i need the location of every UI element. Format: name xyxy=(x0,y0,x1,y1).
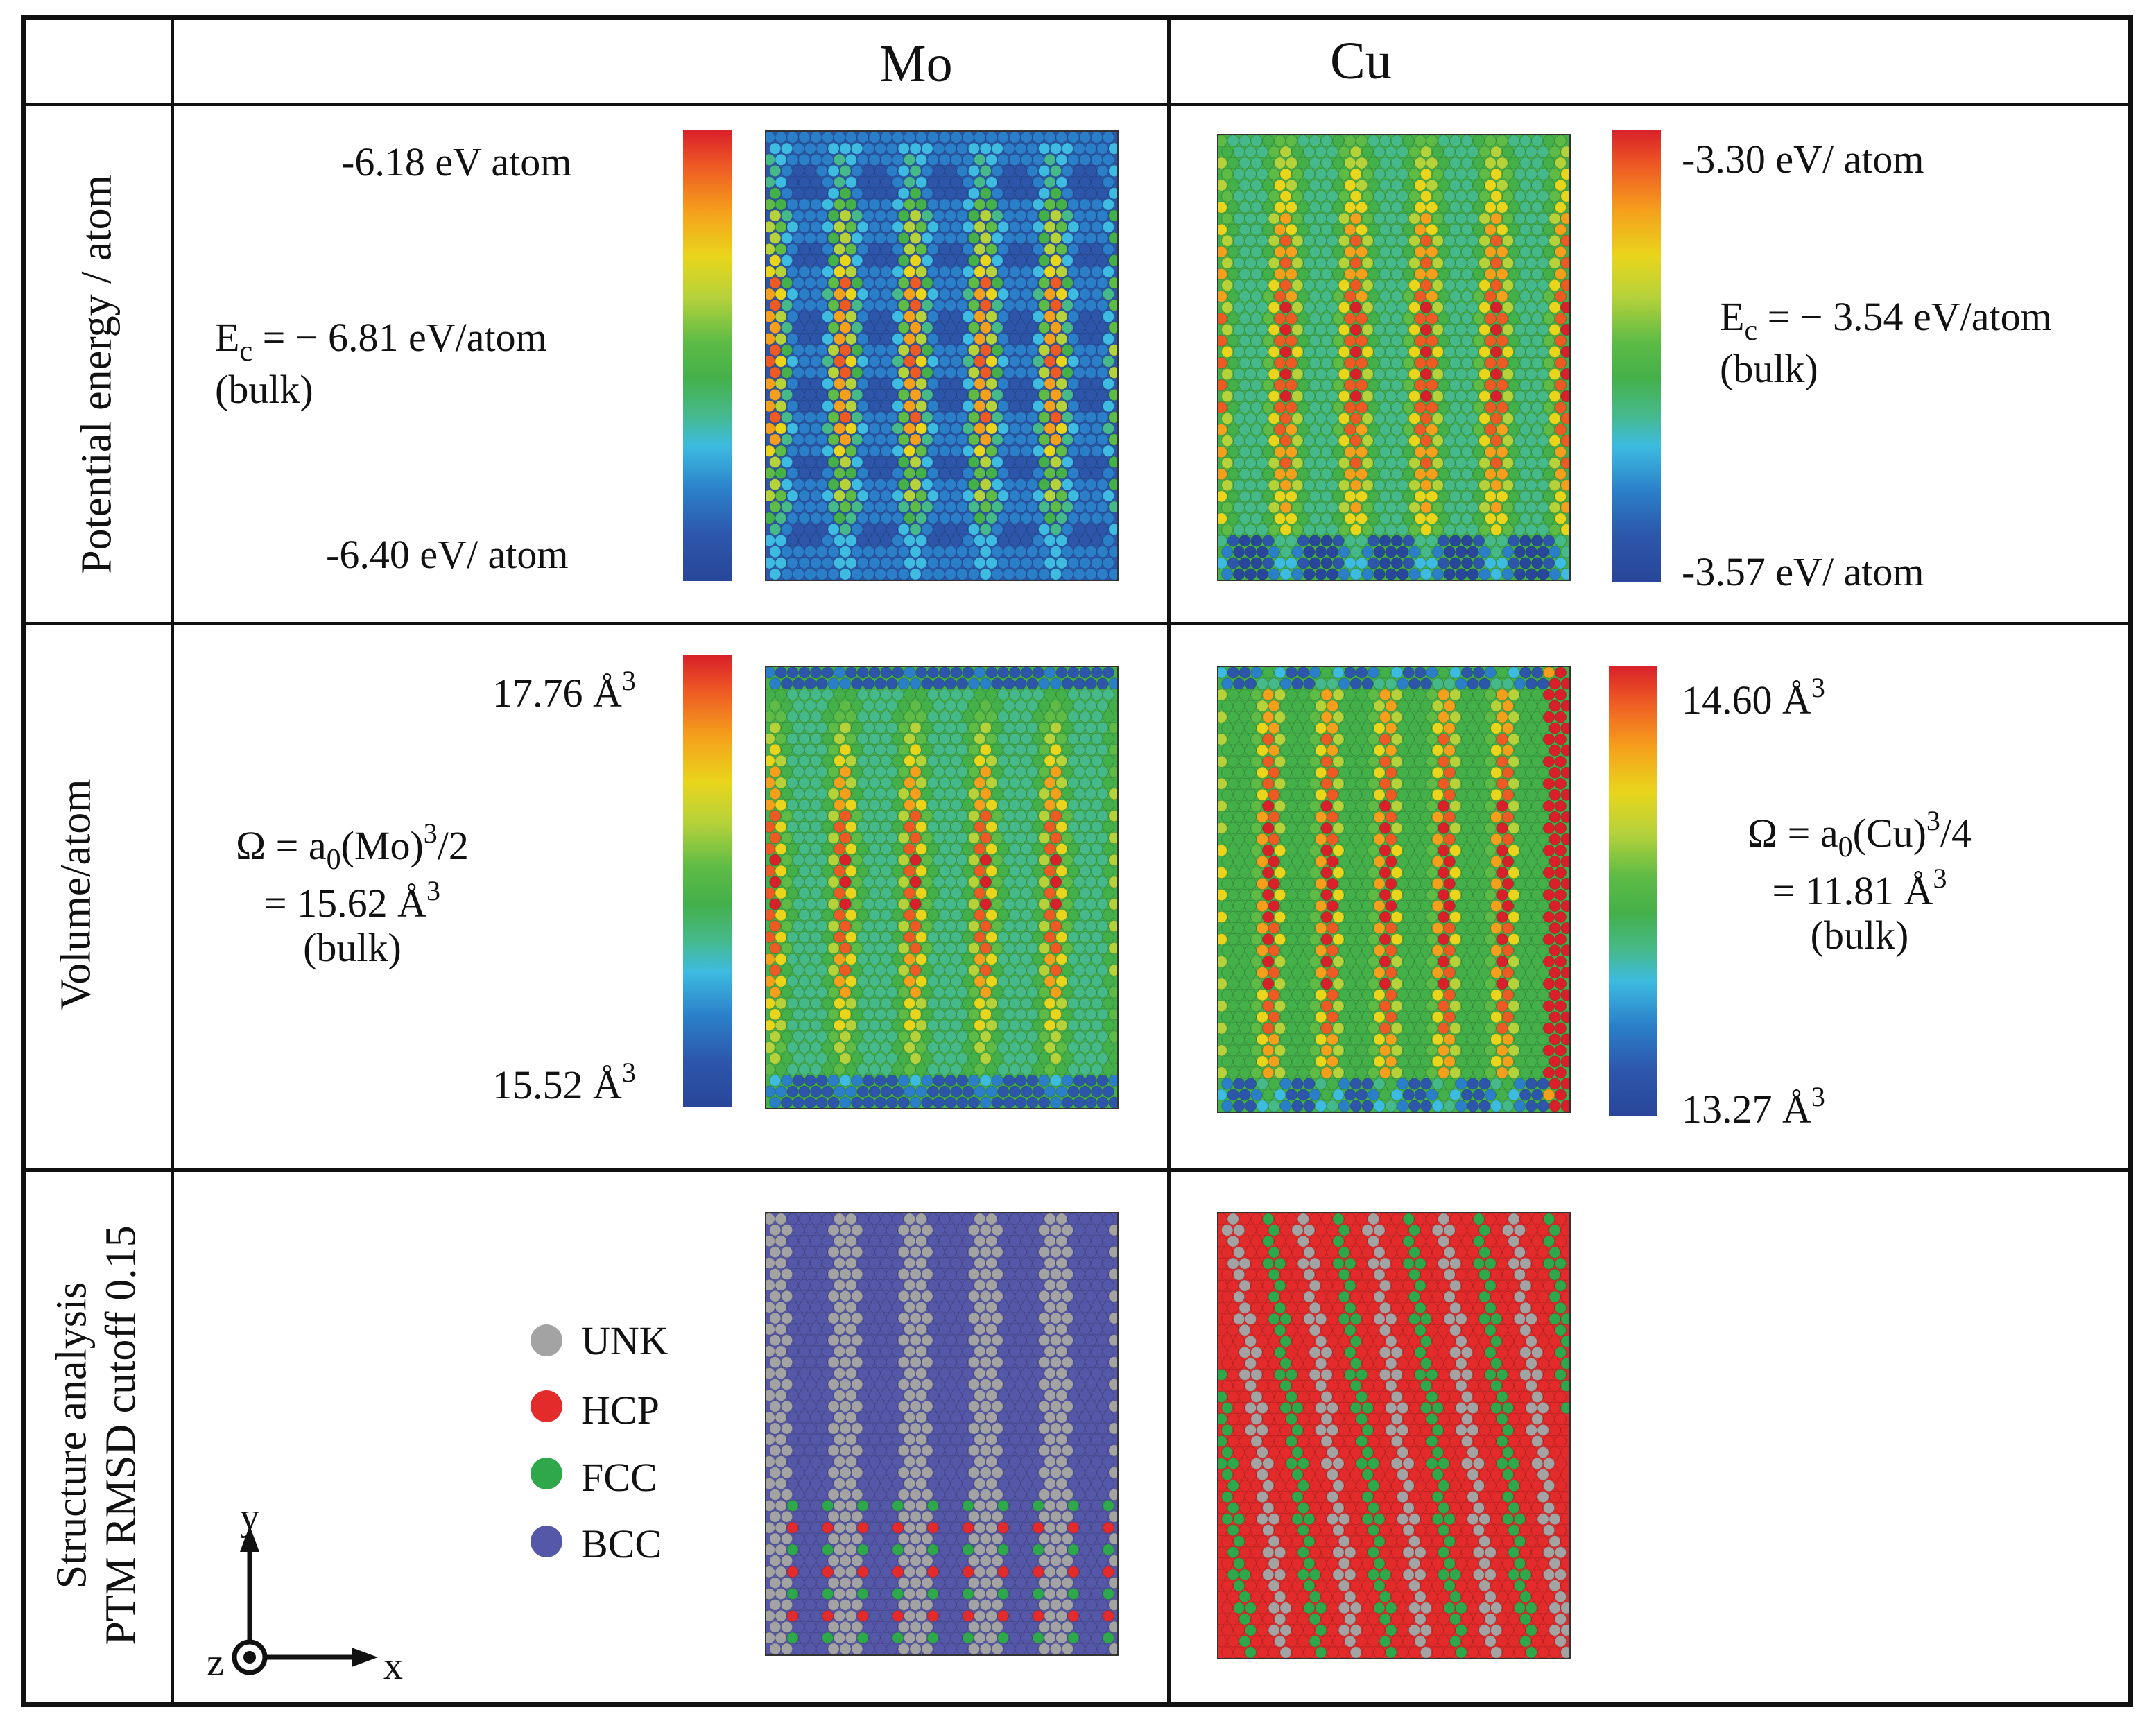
cu-energy-max-label: -3.30 eV/ atom xyxy=(1682,137,1924,182)
axis-label-x: x xyxy=(383,1645,403,1688)
mo-volume-min-exp: 3 xyxy=(621,1057,636,1088)
cu-ec-subscript: c xyxy=(1744,315,1758,347)
mo-energy-map-atoms xyxy=(766,132,1117,580)
row-title-potential-energy: Potential energy / atom xyxy=(73,175,121,574)
cu-volume-colorbar xyxy=(1609,666,1657,1116)
axis-label-z: z xyxy=(207,1641,224,1684)
cu-volume-value-line: = 11.81 Å xyxy=(1772,868,1933,914)
cu-omega-sub: 0 xyxy=(1838,831,1853,863)
cu-omega-mid: (Cu) xyxy=(1852,811,1926,856)
cu-volume-bulk-note: (bulk) xyxy=(1810,912,1909,958)
cu-energy-min-label: -3.57 eV/ atom xyxy=(1682,549,1924,594)
legend-label-fcc: FCC xyxy=(581,1455,657,1500)
mo-energy-colorbar xyxy=(683,130,732,581)
cu-energy-map-atoms xyxy=(1218,135,1569,580)
mo-omega-sub: 0 xyxy=(326,844,341,876)
cu-volume-map xyxy=(1217,666,1571,1113)
mo-volume-max-value: 17.76 Å xyxy=(492,671,622,716)
mo-energy-bulk-note: (bulk) xyxy=(215,367,313,413)
mo-omega-prefix: Ω = a xyxy=(236,823,327,868)
cu-volume-min-label: 13.27 Å3 xyxy=(1682,1082,1825,1132)
legend-label-hcp: HCP xyxy=(581,1388,659,1433)
cu-omega-tail: /4 xyxy=(1940,811,1972,856)
legend-label-unk: UNK xyxy=(581,1318,669,1363)
cu-volume-map-atoms xyxy=(1218,667,1569,1112)
mo-volume-value-line: = 15.62 Å xyxy=(264,881,426,926)
legend-dot-hcp xyxy=(531,1390,562,1422)
mo-omega-tail: /2 xyxy=(437,823,469,868)
cu-structure-map-atoms xyxy=(1218,1213,1569,1658)
grid-line-label-col xyxy=(171,15,174,1707)
cu-volume-min-value: 13.27 Å xyxy=(1682,1087,1811,1132)
cu-omega-exp: 3 xyxy=(1926,805,1940,836)
mo-ec-subscript: c xyxy=(239,336,253,368)
mo-energy-min-label: -6.40 eV/ atom xyxy=(326,532,569,577)
cu-omega-prefix: Ω = a xyxy=(1748,811,1838,856)
mo-ec-value: = − 6.81 eV/atom xyxy=(252,315,547,360)
cu-energy-bulk-note: (bulk) xyxy=(1720,346,1818,392)
mo-ec-symbol: E xyxy=(215,315,240,360)
legend-dot-unk xyxy=(531,1324,562,1356)
mo-structure-map-atoms xyxy=(766,1213,1117,1654)
row-title-structure-line2: PTM RMSD cutoff 0.15 xyxy=(98,1225,145,1645)
mo-omega-exp: 3 xyxy=(423,818,438,849)
cu-ec-symbol: E xyxy=(1720,294,1745,339)
legend-label-bcc: BCC xyxy=(581,1521,662,1566)
mo-volume-min-label: 15.52 Å3 xyxy=(492,1057,636,1107)
mo-volume-bulk-value: Ω = a0(Mo)3/2 = 15.62 Å3 (bulk) xyxy=(236,818,469,970)
cu-volume-min-exp: 3 xyxy=(1811,1081,1825,1112)
mo-volume-max-label: 17.76 Å3 xyxy=(492,666,636,716)
axes-arrows xyxy=(232,1526,378,1675)
legend-dot-fcc xyxy=(531,1458,562,1489)
grid-line-mid xyxy=(1167,15,1171,1707)
mo-volume-colorbar xyxy=(683,655,732,1107)
cu-ec-value: = − 3.54 eV/atom xyxy=(1757,294,2052,339)
row-title-volume: Volume/atom xyxy=(52,779,100,1010)
mo-volume-map xyxy=(765,666,1119,1109)
table-frame xyxy=(21,15,2133,1707)
grid-line-row2 xyxy=(21,1168,2133,1172)
column-title-cu: Cu xyxy=(1330,32,1392,90)
column-title-mo: Mo xyxy=(879,35,953,93)
axis-label-y: y xyxy=(240,1496,259,1539)
cu-volume-value-exp: 3 xyxy=(1933,863,1947,895)
mo-energy-max-label: -6.18 eV atom xyxy=(341,139,572,184)
mo-omega-mid: (Mo) xyxy=(340,823,424,868)
cu-energy-map xyxy=(1217,134,1571,581)
cu-volume-bulk-value: Ω = a0(Cu)3/4 = 11.81 Å3 (bulk) xyxy=(1748,806,1972,958)
mo-volume-min-value: 15.52 Å xyxy=(492,1062,622,1107)
mo-volume-max-exp: 3 xyxy=(621,665,636,696)
mo-energy-map xyxy=(765,130,1119,581)
cu-structure-map xyxy=(1217,1212,1571,1659)
mo-structure-map xyxy=(765,1212,1119,1656)
cu-volume-max-value: 14.60 Å xyxy=(1682,677,1811,723)
grid-line-header xyxy=(21,103,2133,106)
mo-volume-value-exp: 3 xyxy=(426,875,440,907)
grid-line-row1 xyxy=(21,622,2133,625)
coordinate-axes xyxy=(208,1498,416,1685)
cu-energy-bulk-value: Ec = − 3.54 eV/atom (bulk) xyxy=(1720,295,2052,391)
cu-volume-max-exp: 3 xyxy=(1811,672,1825,703)
row-title-structure-line1: Structure analysis xyxy=(48,1281,96,1589)
mo-volume-bulk-note: (bulk) xyxy=(303,924,402,970)
legend-dot-bcc xyxy=(531,1526,562,1557)
cu-energy-colorbar xyxy=(1612,130,1661,582)
mo-energy-bulk-value: Ec = − 6.81 eV/atom (bulk) xyxy=(215,316,547,412)
cu-volume-max-label: 14.60 Å3 xyxy=(1682,673,1825,723)
mo-volume-map-atoms xyxy=(766,667,1117,1108)
row-title-structure: Structure analysis PTM RMSD cutoff 0.15 xyxy=(48,1225,147,1645)
